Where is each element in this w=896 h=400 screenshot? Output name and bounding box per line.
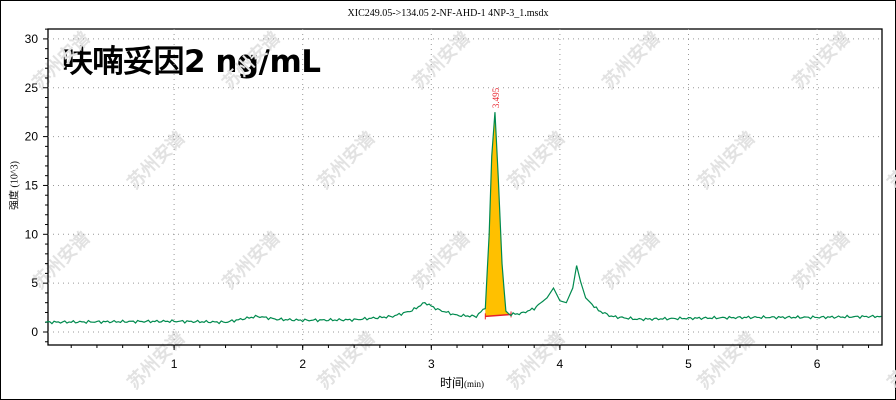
chromatogram-trace bbox=[45, 112, 882, 325]
watermark-text: 苏州安谱 bbox=[313, 327, 379, 393]
x-axis-unit: (min) bbox=[464, 379, 485, 389]
y-tick-label: 15 bbox=[25, 178, 39, 192]
chart-title: XIC249.05->134.05 2-NF-AHD-1 4NP-3_1.msd… bbox=[347, 8, 549, 19]
peak-area-fill[interactable] bbox=[485, 112, 512, 317]
x-tick-label: 1 bbox=[171, 357, 178, 371]
x-axis-label-text: 时间 bbox=[440, 376, 465, 390]
y-tick-label: 20 bbox=[25, 130, 39, 144]
y-tick-label: 10 bbox=[25, 227, 39, 241]
x-tick-label: 5 bbox=[685, 357, 692, 371]
y-tick-label: 25 bbox=[25, 81, 39, 95]
watermark-text: 苏州安谱 bbox=[123, 127, 189, 193]
watermark-text: 苏州安谱 bbox=[883, 127, 896, 193]
x-axis-label: 时间(min) bbox=[440, 374, 484, 391]
watermark-text: 苏州安谱 bbox=[313, 127, 379, 193]
y-tick-label: 5 bbox=[31, 276, 38, 290]
x-tick-label: 3 bbox=[428, 357, 435, 371]
watermark-text: 苏州安谱 bbox=[883, 327, 896, 393]
watermark-text: 苏州安谱 bbox=[788, 27, 854, 93]
watermark-text: 苏州安谱 bbox=[693, 127, 759, 193]
watermark-text: 苏州安谱 bbox=[693, 327, 759, 393]
watermark-text: 苏州安谱 bbox=[503, 127, 569, 193]
y-tick-label: 0 bbox=[31, 325, 38, 339]
x-tick-label: 6 bbox=[814, 357, 821, 371]
watermark-text: 苏州安谱 bbox=[598, 227, 664, 293]
watermark-text: 苏州安谱 bbox=[408, 27, 474, 93]
watermark-text: 苏州安谱 bbox=[788, 227, 854, 293]
plot-area bbox=[47, 28, 883, 346]
x-tick-label: 2 bbox=[299, 357, 306, 371]
peak-baseline bbox=[485, 313, 512, 318]
watermark-text: 苏州安谱 bbox=[598, 27, 664, 93]
y-tick-label: 30 bbox=[25, 32, 39, 46]
watermark-text: 苏州安谱 bbox=[218, 27, 284, 93]
x-tick-label: 4 bbox=[557, 357, 564, 371]
peak-rt-label: 3.495 bbox=[491, 87, 501, 108]
watermark-text: 苏州安谱 bbox=[218, 227, 284, 293]
sample-annotation: 呋喃妥因2 ng/mL bbox=[62, 44, 321, 80]
watermark-text: 苏州安谱 bbox=[123, 327, 189, 393]
watermark-text: 苏州安谱 bbox=[408, 227, 474, 293]
